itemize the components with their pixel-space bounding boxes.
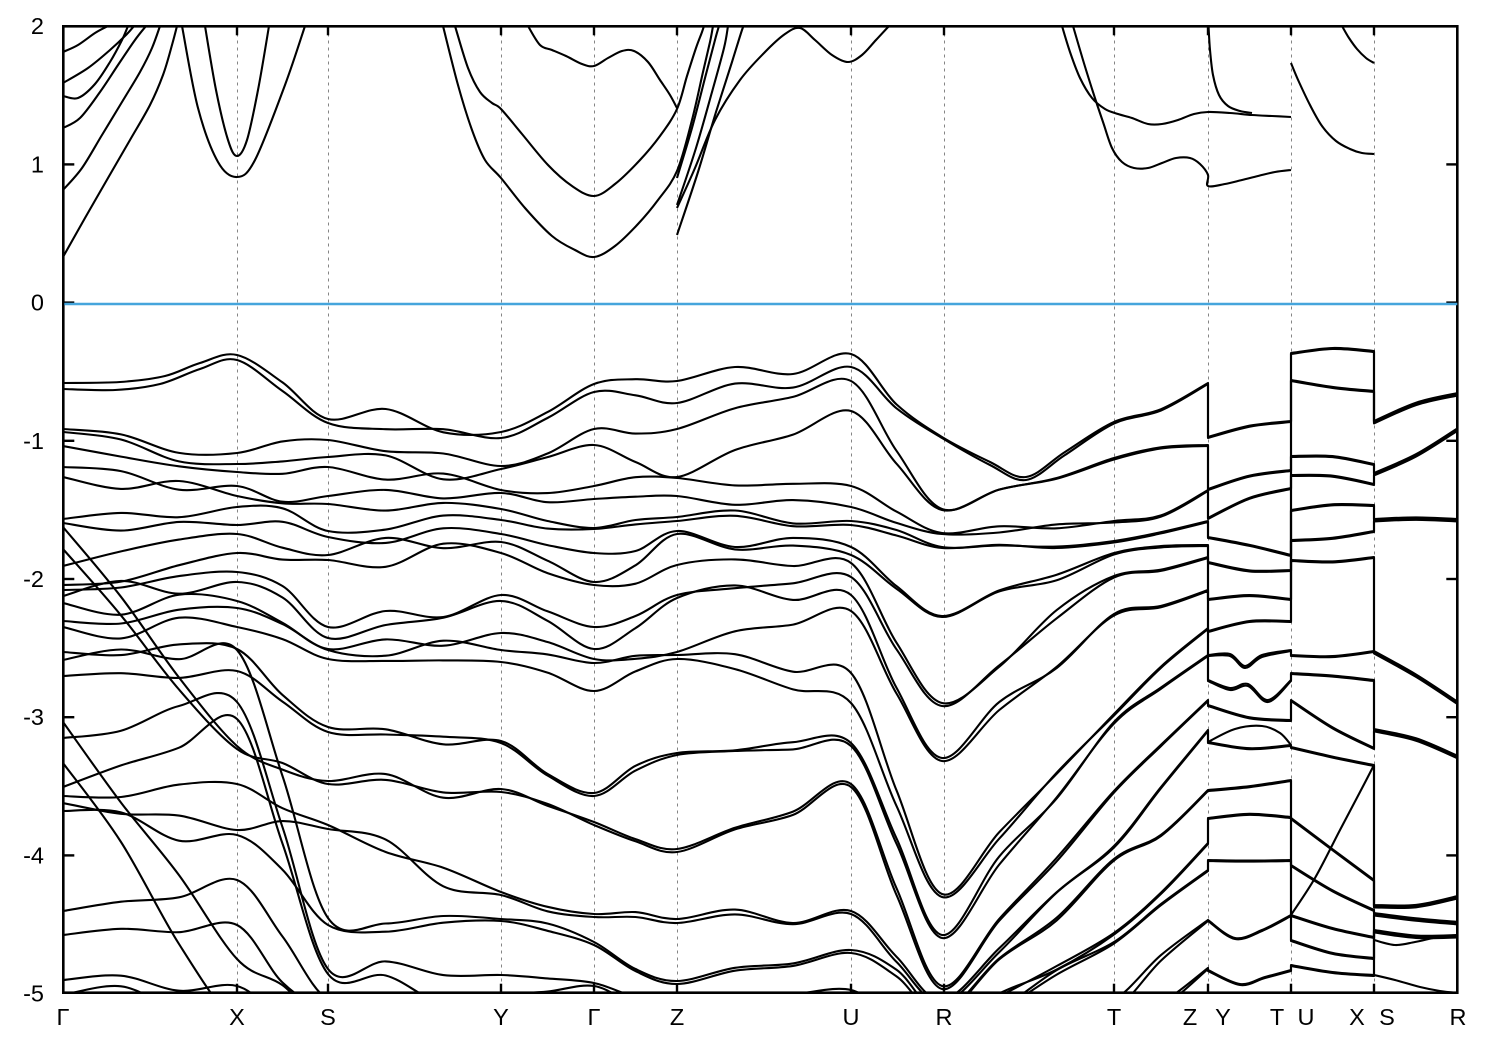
svg-text:-2: -2 bbox=[23, 566, 44, 592]
svg-text:T: T bbox=[1107, 1004, 1121, 1030]
svg-text:-1: -1 bbox=[23, 428, 44, 454]
svg-text:Z: Z bbox=[670, 1004, 684, 1030]
svg-text:Y: Y bbox=[493, 1004, 509, 1030]
svg-text:Γ: Γ bbox=[588, 1004, 601, 1030]
svg-text:X: X bbox=[1349, 1004, 1365, 1030]
svg-text:S: S bbox=[320, 1004, 336, 1030]
svg-text:-5: -5 bbox=[23, 981, 44, 1007]
svg-text:T: T bbox=[1270, 1004, 1284, 1030]
svg-text:U: U bbox=[1298, 1004, 1315, 1030]
svg-text:Z: Z bbox=[1183, 1004, 1197, 1030]
svg-text:-3: -3 bbox=[23, 704, 44, 730]
svg-text:X: X bbox=[229, 1004, 245, 1030]
svg-text:R: R bbox=[1450, 1004, 1467, 1030]
svg-text:1: 1 bbox=[31, 151, 44, 177]
svg-text:0: 0 bbox=[31, 290, 44, 316]
svg-text:R: R bbox=[936, 1004, 953, 1030]
svg-text:Γ: Γ bbox=[57, 1004, 70, 1030]
svg-text:U: U bbox=[843, 1004, 860, 1030]
svg-text:-4: -4 bbox=[23, 842, 44, 868]
svg-text:Y: Y bbox=[1215, 1004, 1231, 1030]
svg-text:2: 2 bbox=[31, 13, 44, 39]
svg-text:S: S bbox=[1379, 1004, 1395, 1030]
